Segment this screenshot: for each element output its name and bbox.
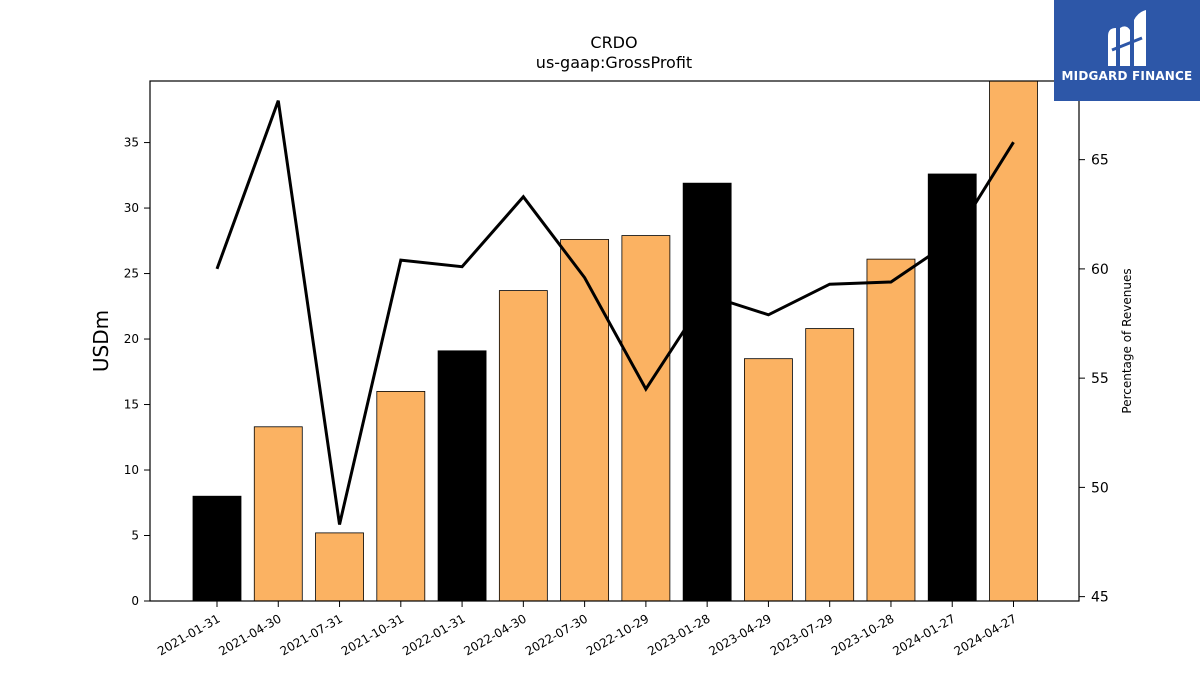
x-tick-label: 2024-01-27	[890, 611, 957, 658]
bar-2024-04-27	[989, 80, 1038, 602]
y-tick-label: 35	[124, 136, 139, 150]
bar-2021-04-30	[253, 426, 303, 602]
bar-2021-07-31	[315, 532, 364, 602]
bar-2022-07-30	[560, 239, 610, 602]
y2-tick-label: 50	[1091, 480, 1109, 496]
y-axis-label: USDm	[89, 310, 113, 372]
line-group	[215, 100, 1015, 525]
y2-tick-label: 60	[1091, 262, 1109, 278]
x-tick-label: 2023-01-28	[645, 611, 712, 658]
y2-tick-label: 65	[1091, 153, 1109, 169]
bar-2022-04-30	[498, 290, 548, 602]
y2-tick-label: 45	[1091, 590, 1109, 606]
x-tick-label: 2022-07-30	[523, 611, 590, 658]
bar-2021-10-31	[376, 391, 426, 602]
y-tick-label: 5	[131, 529, 139, 543]
logo: MIDGARD FINANCE	[1054, 0, 1200, 101]
bar-2021-01-31	[192, 495, 242, 602]
y2-tick-label: 55	[1091, 371, 1109, 387]
chart-subtitle: us-gaap:GrossProfit	[536, 53, 692, 72]
bars-group	[192, 80, 1038, 602]
y-tick-label: 10	[124, 463, 139, 477]
x-tick-label: 2022-04-30	[461, 611, 528, 658]
y-tick-label: 30	[124, 201, 139, 215]
right-axis-ticks: 45 50 55 60 65	[1079, 153, 1109, 606]
x-tick-label: 2022-10-29	[584, 611, 651, 658]
bar-2024-01-27	[927, 173, 977, 602]
bar-2022-10-29	[621, 235, 671, 602]
x-tick-label: 2021-04-30	[216, 611, 283, 658]
x-tick-label: 2021-07-31	[278, 611, 345, 658]
y-tick-label: 0	[131, 594, 139, 608]
logo-mark-icon	[1108, 10, 1146, 66]
y-tick-label: 20	[124, 332, 139, 346]
percentage-line	[215, 100, 1015, 525]
y-tick-label: 25	[124, 267, 139, 281]
bar-2023-04-29	[744, 358, 793, 602]
logo-text: MIDGARD FINANCE	[1061, 69, 1193, 83]
chart-title: CRDO	[590, 33, 637, 52]
plot-frame	[149, 80, 1080, 602]
bar-2023-01-28	[682, 182, 732, 602]
x-tick-label: 2021-10-31	[339, 611, 406, 658]
bar-2023-10-28	[866, 258, 916, 602]
y-tick-label: 15	[124, 398, 139, 412]
x-tick-label: 2021-01-31	[155, 611, 222, 658]
x-tick-label: 2023-07-29	[768, 611, 835, 658]
x-tick-label: 2023-10-28	[829, 611, 896, 658]
y2-axis-label: Percentage of Revenues	[1120, 268, 1134, 413]
bar-2022-01-31	[437, 350, 487, 602]
x-axis-ticks: 2021-01-312021-04-302021-07-312021-10-31…	[155, 601, 1019, 658]
x-tick-label: 2022-01-31	[400, 611, 467, 658]
bar-2023-07-29	[805, 328, 855, 602]
left-axis-ticks: 0 5 10 15 20 25 30 35	[124, 136, 150, 608]
x-tick-label: 2024-04-27	[952, 611, 1019, 658]
x-tick-label: 2023-04-29	[707, 611, 774, 658]
